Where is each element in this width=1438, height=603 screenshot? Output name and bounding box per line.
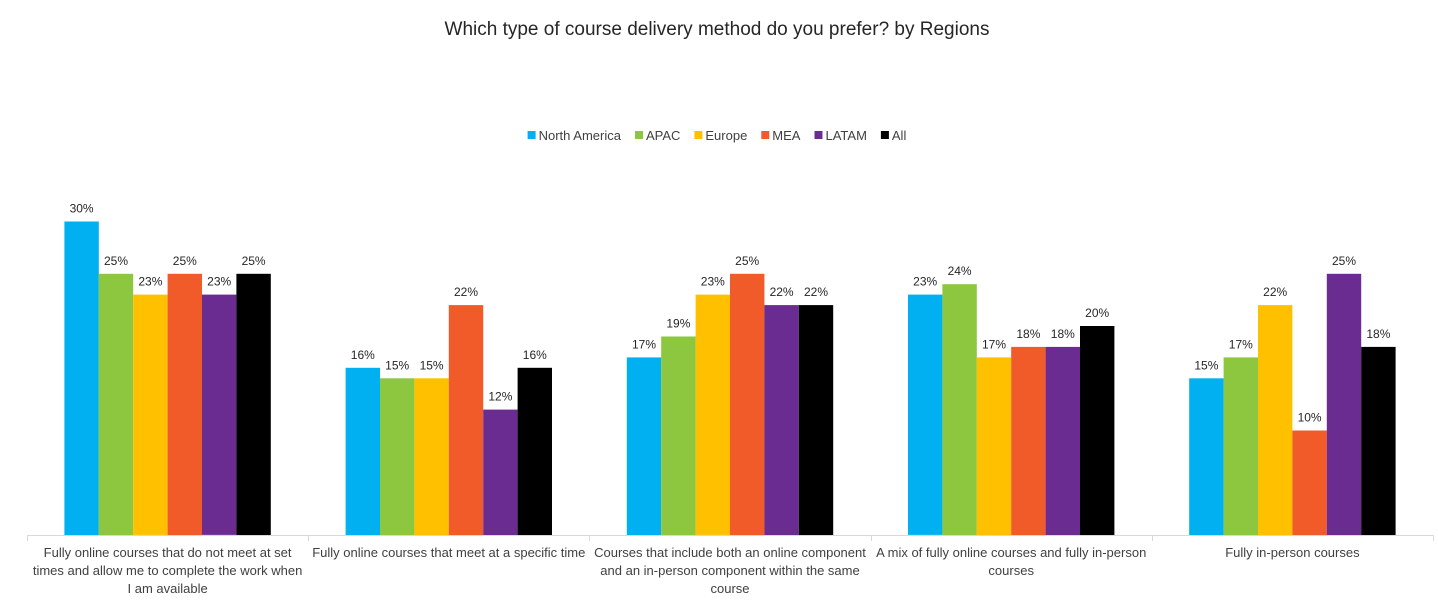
bar-mea bbox=[1011, 346, 1046, 535]
bar-latam bbox=[764, 305, 799, 535]
legend-swatch bbox=[635, 131, 643, 139]
legend-swatch bbox=[880, 131, 889, 139]
bar-all bbox=[517, 367, 552, 535]
data-label: 17% bbox=[982, 337, 1006, 351]
data-label: 25% bbox=[104, 254, 128, 268]
data-label: 23% bbox=[701, 275, 725, 289]
legend-swatch bbox=[527, 131, 536, 139]
bar-europe bbox=[976, 357, 1012, 535]
bar-all bbox=[1361, 346, 1396, 535]
bar-north-america bbox=[1189, 378, 1224, 536]
data-label: 17% bbox=[632, 337, 656, 351]
legend-swatch bbox=[761, 131, 770, 139]
data-label: 23% bbox=[138, 275, 162, 289]
legend-label: MEA bbox=[772, 128, 801, 143]
data-label: 23% bbox=[913, 275, 937, 289]
data-label: 12% bbox=[488, 390, 512, 404]
category-labels: Fully online courses that do not meet at… bbox=[33, 545, 1360, 596]
bar-north-america bbox=[345, 367, 380, 535]
category-label: Fully online courses that do not meet at… bbox=[33, 545, 303, 596]
category-label: A mix of fully online courses and fully … bbox=[876, 545, 1146, 578]
data-label: 25% bbox=[173, 254, 197, 268]
bar-all bbox=[236, 273, 271, 536]
data-label: 17% bbox=[1229, 337, 1253, 351]
legend-label: All bbox=[892, 128, 907, 143]
legend-item: Europe bbox=[694, 128, 747, 143]
bar-apac bbox=[942, 284, 977, 535]
bar-latam bbox=[202, 294, 237, 535]
bar-latam bbox=[1045, 346, 1080, 535]
data-label: 20% bbox=[1085, 306, 1109, 320]
bar-apac bbox=[1223, 357, 1258, 535]
bar-all bbox=[798, 305, 834, 535]
data-label: 22% bbox=[770, 285, 794, 299]
bar-north-america bbox=[908, 294, 943, 535]
bar-mea bbox=[167, 273, 202, 536]
data-label: 10% bbox=[1298, 411, 1322, 425]
data-label: 19% bbox=[666, 317, 690, 331]
legend-label: North America bbox=[539, 128, 622, 143]
bar-all bbox=[1080, 326, 1115, 535]
data-label: 15% bbox=[385, 358, 409, 372]
data-label: 18% bbox=[1366, 327, 1390, 341]
bars-group bbox=[64, 221, 1396, 536]
legend-item: MEA bbox=[761, 128, 801, 143]
legend-item: North America bbox=[527, 128, 622, 143]
data-label: 16% bbox=[523, 348, 547, 362]
bar-latam bbox=[1326, 273, 1362, 536]
bar-north-america bbox=[626, 357, 662, 535]
data-label: 16% bbox=[351, 348, 375, 362]
data-label: 25% bbox=[1332, 254, 1356, 268]
legend-label: LATAM bbox=[826, 128, 867, 143]
data-label: 25% bbox=[242, 254, 266, 268]
bar-europe bbox=[1258, 305, 1293, 535]
bar-europe bbox=[695, 294, 730, 535]
data-label: 24% bbox=[948, 264, 972, 278]
bar-europe bbox=[133, 294, 168, 535]
legend: North America APAC Europe MEA LATAM All bbox=[527, 128, 907, 143]
data-label: 15% bbox=[420, 358, 444, 372]
x-axis bbox=[27, 535, 1434, 541]
data-label: 22% bbox=[804, 285, 828, 299]
data-label: 18% bbox=[1016, 327, 1040, 341]
bar-apac bbox=[661, 336, 696, 535]
data-label: 25% bbox=[735, 254, 759, 268]
legend-item: LATAM bbox=[814, 128, 867, 143]
legend-label: Europe bbox=[705, 128, 747, 143]
legend-label: APAC bbox=[646, 128, 680, 143]
legend-swatch bbox=[814, 131, 823, 139]
category-label: Fully in-person courses bbox=[1225, 545, 1360, 560]
bar-north-america bbox=[64, 221, 99, 535]
data-label: 22% bbox=[454, 285, 478, 299]
data-label: 23% bbox=[207, 275, 231, 289]
bar-europe bbox=[414, 378, 449, 536]
data-label: 30% bbox=[70, 202, 94, 216]
chart-title: Which type of course delivery method do … bbox=[445, 19, 990, 40]
data-label: 15% bbox=[1194, 358, 1218, 372]
bar-mea bbox=[1292, 430, 1327, 535]
bar-apac bbox=[98, 273, 134, 536]
bar-mea bbox=[730, 273, 765, 536]
bar-mea bbox=[448, 305, 484, 535]
bar-apac bbox=[380, 378, 415, 536]
data-labels-group: 30% 16% 17% 23% 15% 25% 15% 19% 24% 17% 23% 15% 23% 1… bbox=[70, 202, 1391, 425]
legend-item: All bbox=[880, 128, 907, 143]
bar-latam bbox=[483, 409, 518, 535]
category-label: Fully online courses that meet at a spec… bbox=[312, 545, 585, 560]
category-label: Courses that include both an online comp… bbox=[594, 545, 866, 596]
data-label: 18% bbox=[1051, 327, 1075, 341]
legend-swatch bbox=[694, 131, 703, 139]
legend-item: APAC bbox=[635, 128, 680, 143]
data-label: 22% bbox=[1263, 285, 1287, 299]
